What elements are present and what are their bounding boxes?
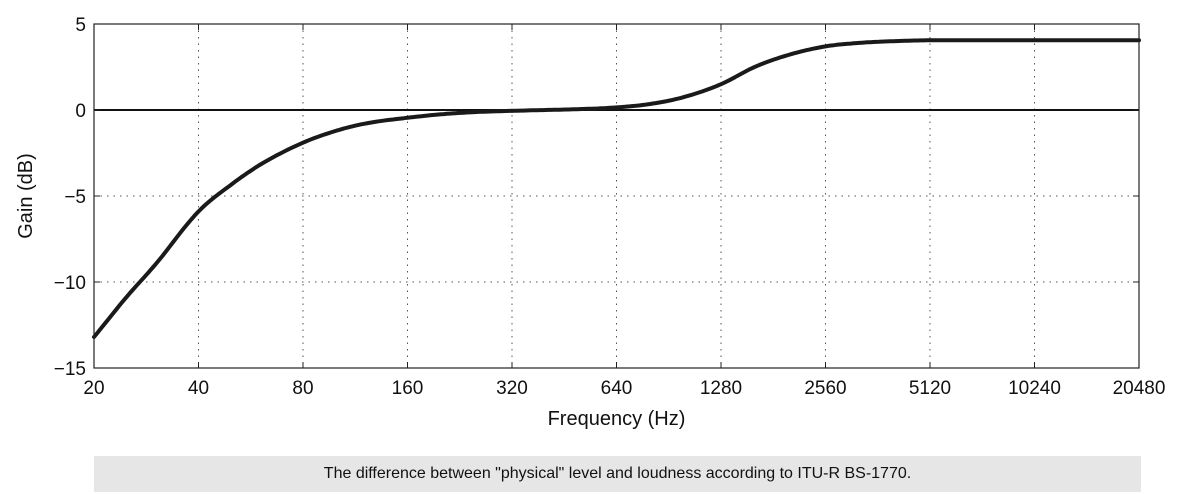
gain-frequency-chart: 20 40 80 160 320 640 1280 2560 5120 10240 20480 5 0… <box>15 15 1165 430</box>
x-tick-label: 20 <box>83 378 104 399</box>
gain-curve <box>92 38 1141 339</box>
x-tick-label: 40 <box>188 378 209 399</box>
figure-caption: The difference between "physical" level … <box>323 465 912 482</box>
y-tick-label: 5 <box>75 15 86 36</box>
x-tick-label: 10240 <box>1008 378 1061 399</box>
y-tick-label: −10 <box>54 273 86 294</box>
x-tick-label: 640 <box>601 378 633 399</box>
y-tick-label: −5 <box>64 187 86 208</box>
y-tick-label: 0 <box>75 101 86 122</box>
x-tick-label: 5120 <box>909 378 951 399</box>
x-tick-label: 160 <box>392 378 424 399</box>
caption-box: The difference between "physical" level … <box>94 456 1141 492</box>
grid-lines <box>93 23 1140 369</box>
x-tick-label: 320 <box>496 378 528 399</box>
x-axis-title: Frequency (Hz) <box>548 408 686 430</box>
x-tick-label: 80 <box>292 378 313 399</box>
y-axis-ticks: 5 0 −5 −10 −15 <box>54 15 1139 380</box>
x-tick-label: 2560 <box>804 378 846 399</box>
x-tick-label: 20480 <box>1113 378 1166 399</box>
x-axis-ticks: 20 40 80 160 320 640 1280 2560 5120 10240 20480 <box>83 24 1165 399</box>
y-axis-title: Gain (dB) <box>15 153 37 239</box>
y-tick-label: −15 <box>54 359 86 380</box>
x-tick-label: 1280 <box>700 378 742 399</box>
